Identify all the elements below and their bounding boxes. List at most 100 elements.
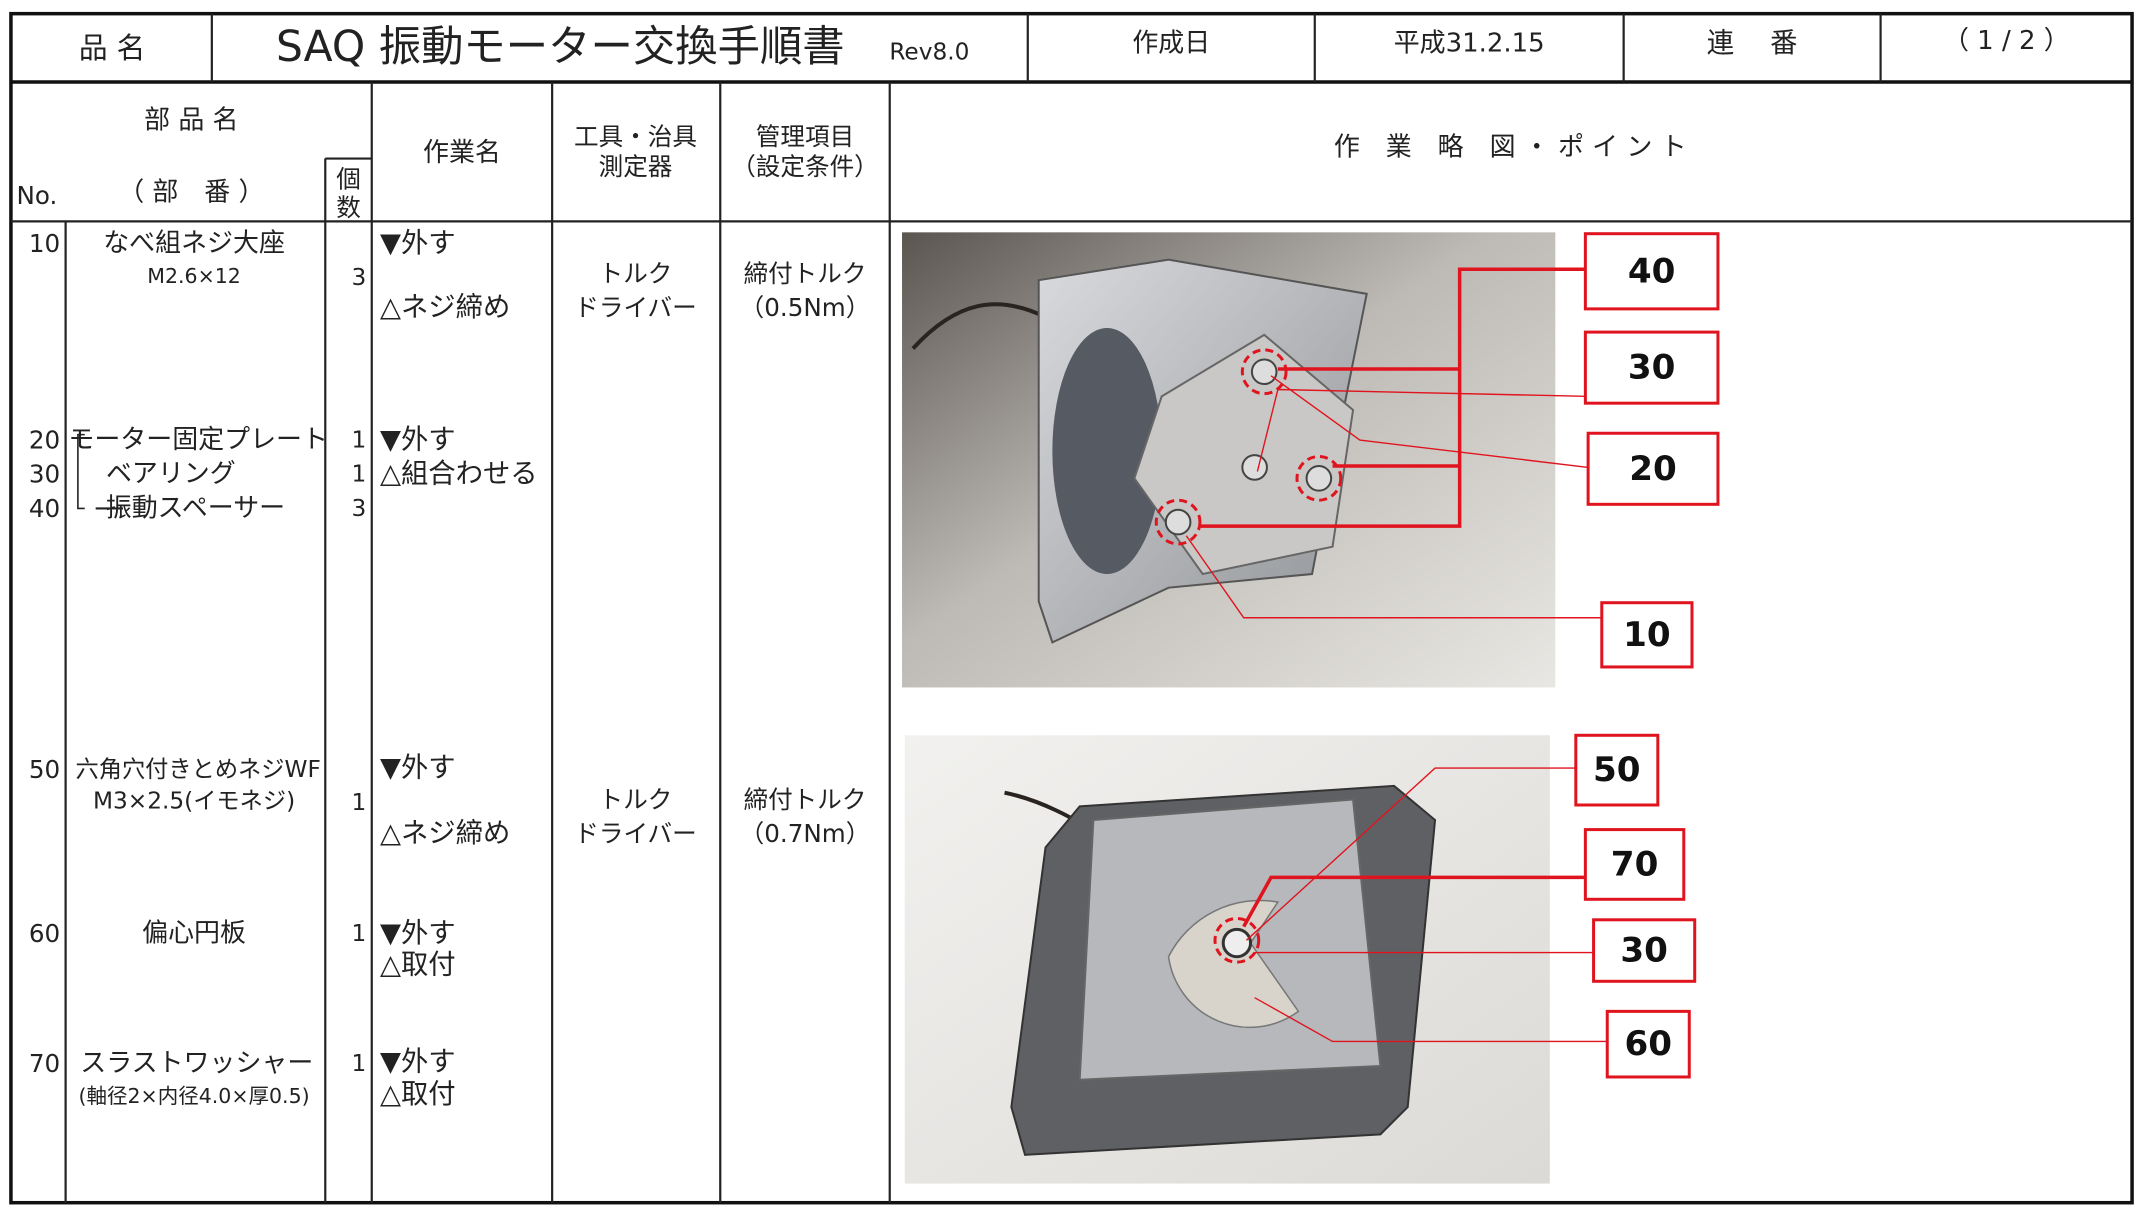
- item-qty: 1: [351, 427, 366, 454]
- control: （0.7Nm）: [740, 819, 871, 848]
- screw: [1305, 465, 1333, 492]
- item-qty: 1: [351, 1050, 366, 1077]
- mark-circle: [1295, 454, 1343, 502]
- leader-line: [1242, 875, 1586, 928]
- operation: △ネジ締め: [380, 818, 510, 849]
- operation: △取付: [380, 1079, 456, 1110]
- wire: [911, 302, 1047, 350]
- layout: [9, 11, 2134, 1205]
- label-serial: 連 番: [1707, 28, 1798, 59]
- motor-plate: [1133, 333, 1355, 576]
- operation: △ネジ締め: [380, 292, 510, 323]
- callout-box: [1583, 828, 1686, 901]
- item-no: 60: [29, 919, 60, 948]
- leader-line: [1254, 997, 1608, 1043]
- callout-number: 70: [1611, 844, 1659, 884]
- mark-circle: [1240, 348, 1288, 396]
- group-bracket: [77, 433, 85, 510]
- leader-line: [1245, 767, 1576, 941]
- item-spec: (軸径2×内径4.0×厚0.5): [79, 1084, 310, 1108]
- item-spec: M3×2.5(イモネジ): [93, 787, 295, 814]
- label-date: 作成日: [1132, 29, 1210, 59]
- texts: 品 名 SAQ 振動モーター交換手順書 Rev8.0 作成日 平成31.2.15 連 番 （…: [16, 22, 2069, 1110]
- col-control: （設定条件）: [731, 152, 879, 181]
- item-name: ベアリング: [106, 459, 236, 489]
- item-name: なべ組ネジ大座: [103, 228, 285, 258]
- screw: [1241, 454, 1268, 481]
- bearing: [1221, 927, 1253, 959]
- operation: ▼外す: [380, 425, 456, 456]
- callout-number: 50: [1593, 750, 1641, 790]
- col-diagram: 作 業 略 図 ・ ポ イ ン ト: [1334, 133, 1687, 163]
- item-no: 30: [29, 460, 60, 489]
- col-part-number: （ 部 番 ）: [118, 178, 264, 208]
- item-qty: 1: [351, 920, 366, 947]
- callout-number: 60: [1624, 1024, 1672, 1064]
- operation: ▼外す: [380, 918, 456, 949]
- control: （0.5Nm）: [740, 293, 871, 322]
- col-control: 管理項目: [756, 122, 854, 151]
- leader-line: [1270, 375, 1589, 469]
- item-name: 六角穴付きとめネジWF: [76, 756, 321, 783]
- operation: △組合わせる: [380, 459, 538, 490]
- callout-box: [1574, 733, 1660, 807]
- item-name: モーター固定プレート: [68, 425, 328, 455]
- item-spec: M2.6×12: [147, 264, 241, 288]
- callout-box: [1586, 431, 1720, 506]
- screw: [1250, 358, 1278, 386]
- col-part-name: 部 品 名: [144, 105, 238, 135]
- callout-box: [1605, 1009, 1691, 1079]
- item-no: 20: [29, 426, 60, 455]
- outer-frame: [9, 11, 2134, 1205]
- callout-number: 40: [1628, 251, 1676, 291]
- tool: トルク: [599, 259, 673, 288]
- date: 平成31.2.15: [1394, 29, 1545, 59]
- item-no: 50: [29, 755, 60, 784]
- callout-box: [1600, 601, 1694, 669]
- mark-circle: [1213, 916, 1261, 964]
- control: 締付トルク: [743, 259, 866, 288]
- col-operation: 作業名: [423, 138, 501, 168]
- control: 締付トルク: [743, 785, 866, 814]
- tool: ドライバー: [574, 819, 696, 848]
- item-no: 40: [29, 494, 60, 523]
- serial: （ 1 / 2 ）: [1943, 26, 2070, 56]
- item-no: 70: [29, 1049, 60, 1078]
- doc-title: SAQ 振動モーター交換手順書: [276, 22, 845, 71]
- leader-line: [1185, 535, 1602, 619]
- item-name: 偏心円板: [142, 918, 246, 948]
- item-qty: 1: [351, 461, 366, 488]
- callout-number: 30: [1620, 931, 1668, 971]
- tool: ドライバー: [574, 293, 696, 322]
- operation: △取付: [380, 949, 456, 980]
- col-qty: 数: [336, 193, 361, 222]
- leader-line: [1199, 267, 1586, 528]
- operation: ▼外す: [380, 228, 456, 259]
- callout-box: [1592, 918, 1697, 983]
- screw: [1164, 508, 1192, 536]
- eccentric-disc: [1167, 899, 1300, 1029]
- col-tools: 測定器: [599, 152, 673, 181]
- operation: ▼外す: [380, 1046, 456, 1077]
- col-no: No.: [16, 181, 57, 210]
- tool: トルク: [599, 785, 673, 814]
- callout-box: [1583, 330, 1720, 405]
- label-name: 品 名: [79, 31, 146, 65]
- callout-number: 30: [1628, 348, 1676, 388]
- item-qty: 1: [351, 789, 366, 816]
- mark-circle: [1154, 498, 1202, 546]
- col-qty: 個: [336, 165, 361, 194]
- item-name: スラストワッシャー: [80, 1048, 313, 1078]
- callout-number: 20: [1629, 449, 1677, 489]
- callout-box: [1583, 232, 1720, 311]
- col-tools: 工具・治具: [574, 122, 697, 151]
- item-qty: 3: [351, 495, 366, 522]
- item-no: 10: [29, 229, 60, 258]
- revision: Rev8.0: [889, 38, 969, 65]
- callout-number: 10: [1623, 615, 1671, 655]
- item-name: 振動スペーサー: [106, 493, 285, 523]
- item-qty: 3: [351, 264, 366, 291]
- motor-body: [1052, 328, 1162, 575]
